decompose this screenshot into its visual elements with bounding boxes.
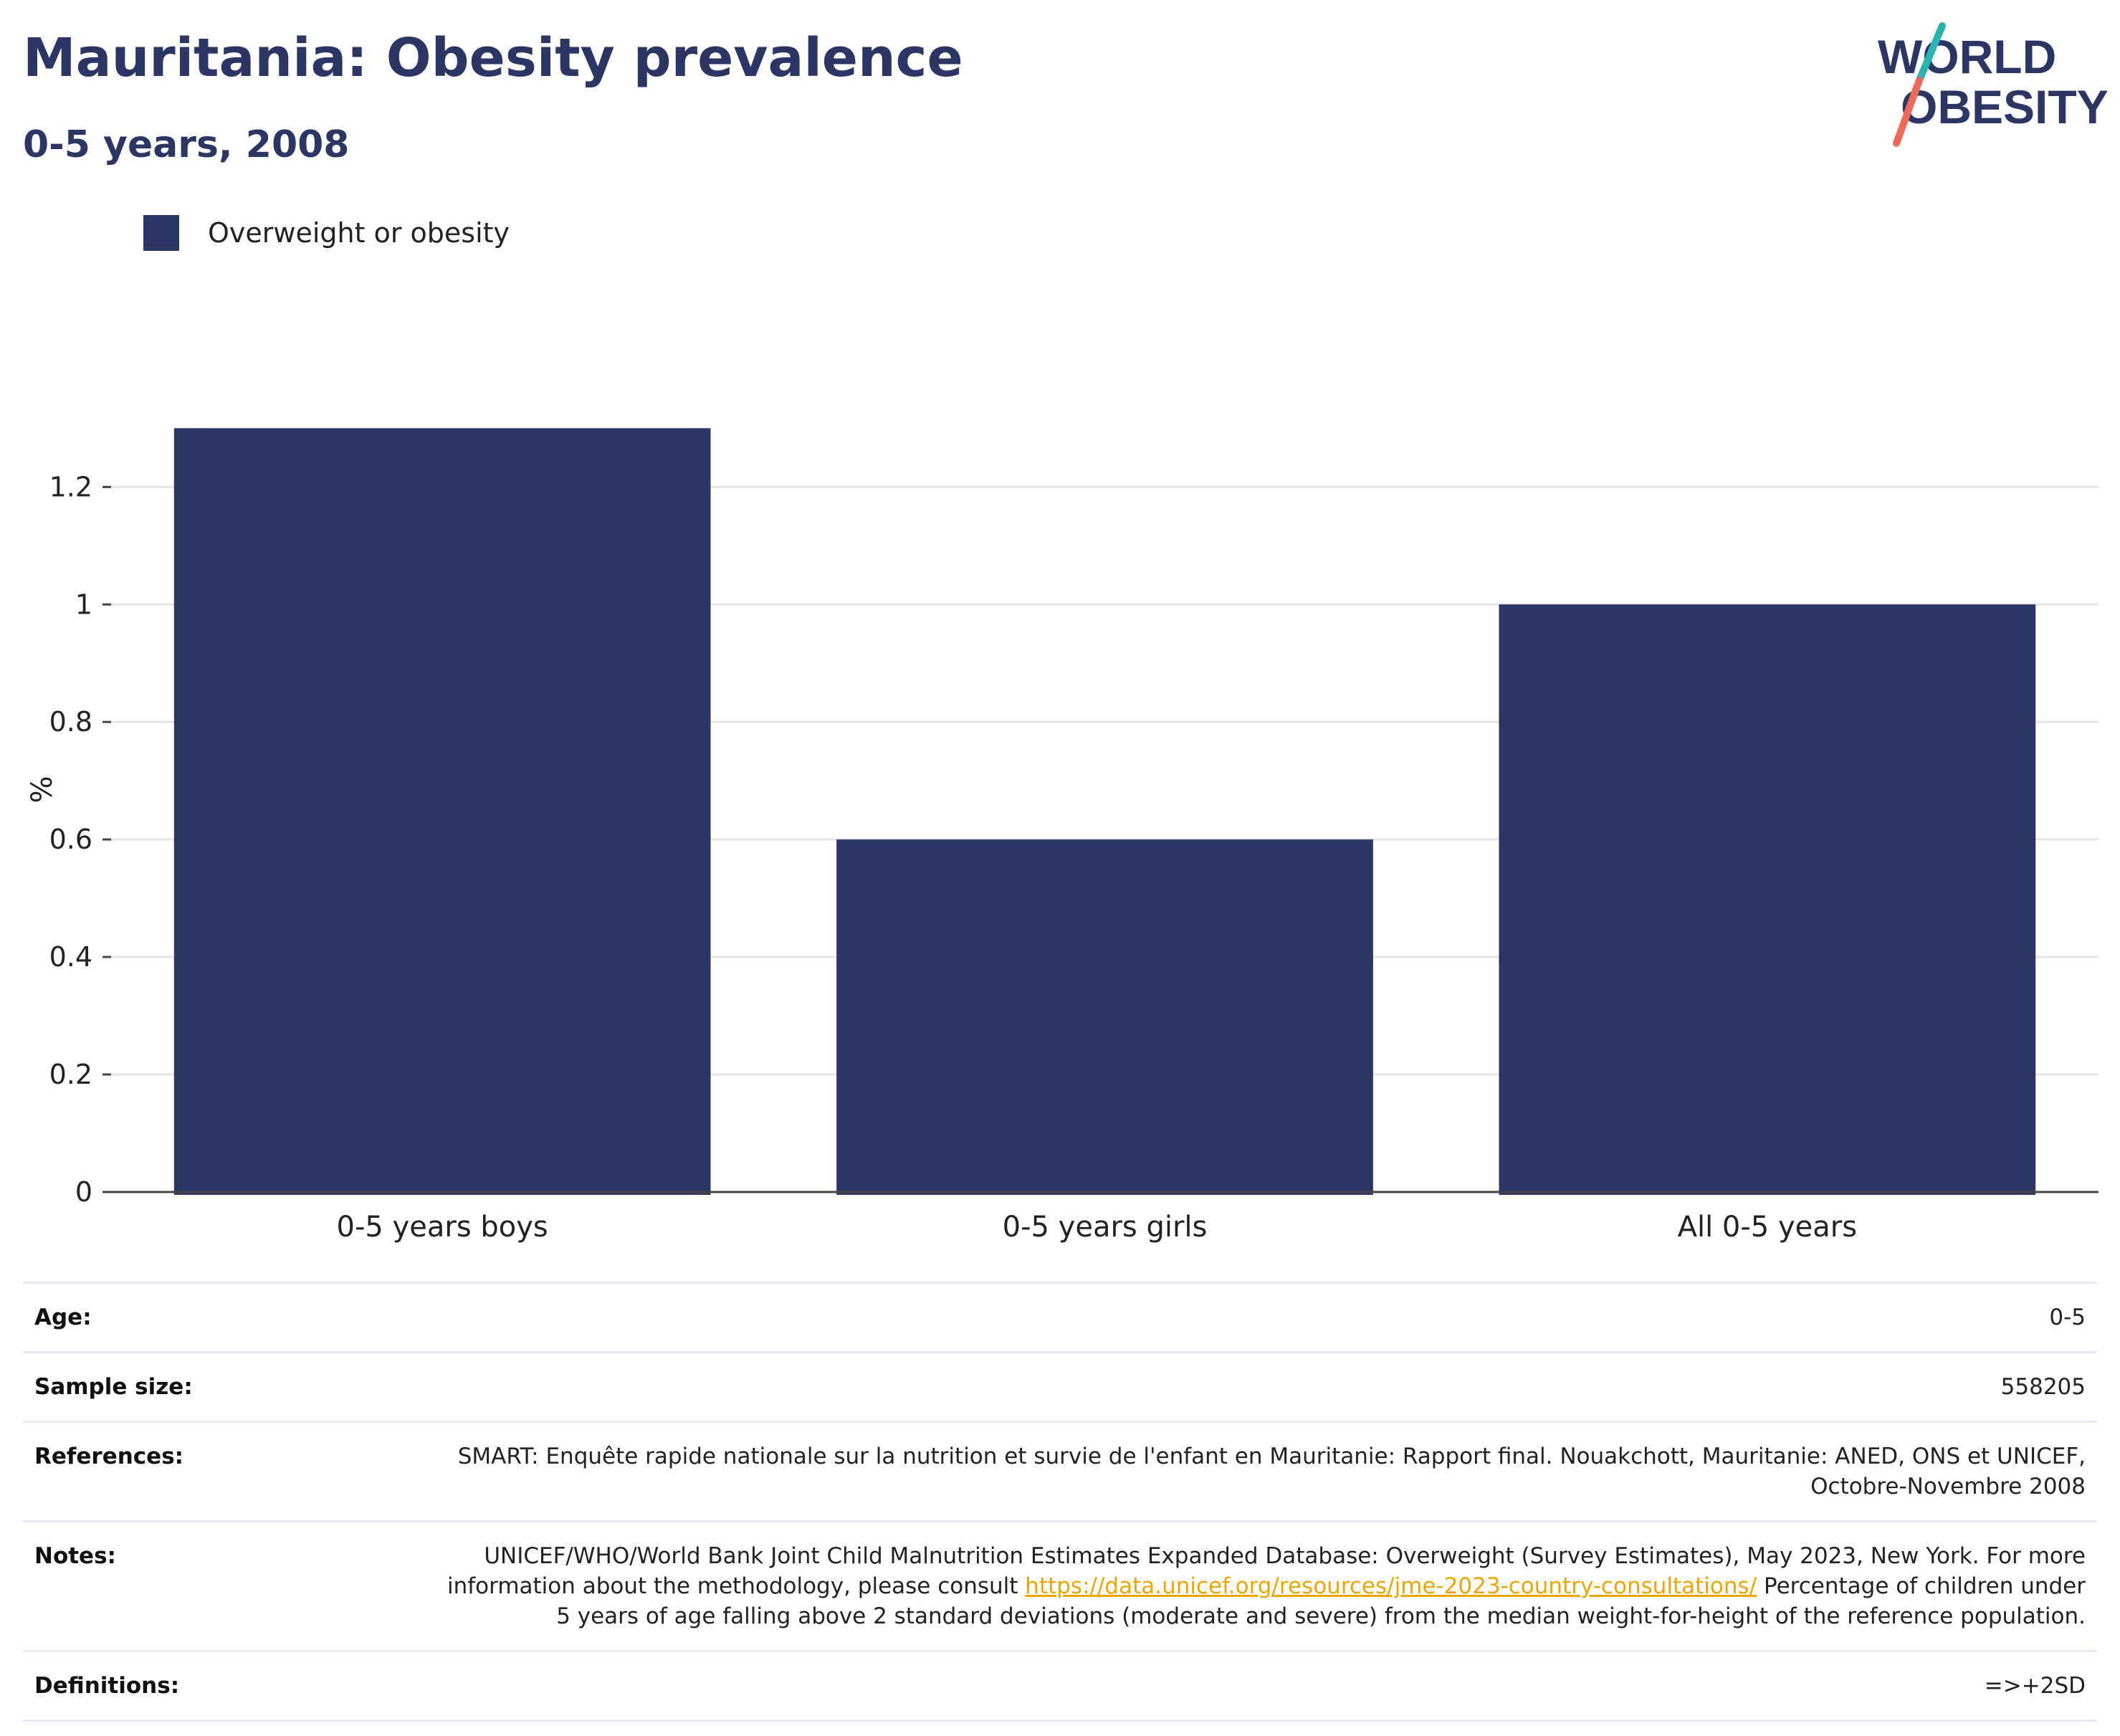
- sample-size-label: Sample size:: [34, 1374, 193, 1400]
- notes-label: Notes:: [34, 1543, 116, 1569]
- info-row-age: Age: 0-5: [23, 1282, 2097, 1351]
- legend-label: Overweight or obesity: [208, 217, 510, 249]
- bar: [1499, 604, 2036, 1195]
- y-tick-label: 0.6: [49, 824, 92, 855]
- bar: [173, 428, 711, 1195]
- references-label: References:: [34, 1444, 184, 1469]
- y-tick-label: 0: [75, 1176, 92, 1208]
- logo-slash-teal: [1916, 22, 1946, 84]
- info-row-definitions: Definitions: =>+2SD: [23, 1650, 2097, 1722]
- definitions-label: Definitions:: [34, 1673, 180, 1699]
- legend-swatch: [143, 215, 179, 251]
- y-tick-label: 0.2: [49, 1059, 92, 1090]
- info-table: Age: 0-5 Sample size: 558205 References:…: [23, 1282, 2097, 1722]
- info-row-references: References: SMART: Enquête rapide nation…: [23, 1421, 2097, 1520]
- info-row-sample-size: Sample size: 558205: [23, 1351, 2097, 1421]
- logo-line-1: WORLD: [1878, 30, 2056, 83]
- bar-chart: 0 0.2 0.4 0.6 0.8 1 1.2% 0-5 years boys 0-5 year…: [26, 428, 2098, 1244]
- info-row-notes: Notes: UNICEF/WHO/World Bank Joint Child…: [23, 1520, 2097, 1650]
- y-tick-label: 1.2: [49, 471, 92, 502]
- x-category-label: 0-5 years boys: [337, 1211, 548, 1244]
- page-title: Mauritania: Obesity prevalence: [23, 27, 963, 89]
- y-tick-label: 1: [75, 588, 92, 620]
- y-tick-label: 0.4: [49, 941, 92, 973]
- logo-slash-coral: [1893, 77, 1923, 147]
- bar: [836, 839, 1373, 1195]
- notes-value: UNICEF/WHO/World Bank Joint Child Malnut…: [437, 1541, 2086, 1631]
- notes-link[interactable]: https://data.unicef.org/resources/jme-20…: [1025, 1573, 1757, 1599]
- y-axis-label: %: [26, 776, 59, 803]
- notes-text-before: UNICEF/WHO/World Bank Joint Child Malnut…: [447, 1543, 2086, 1599]
- world-obesity-logo: WORLD OBESITY: [1863, 22, 2109, 158]
- age-label: Age:: [34, 1305, 92, 1330]
- notes-text-after: Percentage of children under 5 years of …: [556, 1573, 2086, 1629]
- x-category-label: 0-5 years girls: [1003, 1211, 1208, 1244]
- chart-legend: Overweight or obesity: [143, 215, 510, 251]
- age-value: 0-5: [2049, 1305, 2086, 1330]
- page-subtitle: 0-5 years, 2008: [23, 123, 350, 166]
- x-category-label: All 0-5 years: [1678, 1211, 1857, 1244]
- y-tick-label: 0.8: [49, 706, 92, 738]
- logo-line-2: OBESITY: [1901, 80, 2107, 133]
- sample-size-value: 558205: [2000, 1374, 2086, 1400]
- definitions-value: =>+2SD: [1984, 1673, 2086, 1699]
- references-value: SMART: Enquête rapide nationale sur la n…: [457, 1444, 2086, 1499]
- world-obesity-logo-graphic: WORLD OBESITY: [1878, 22, 2109, 147]
